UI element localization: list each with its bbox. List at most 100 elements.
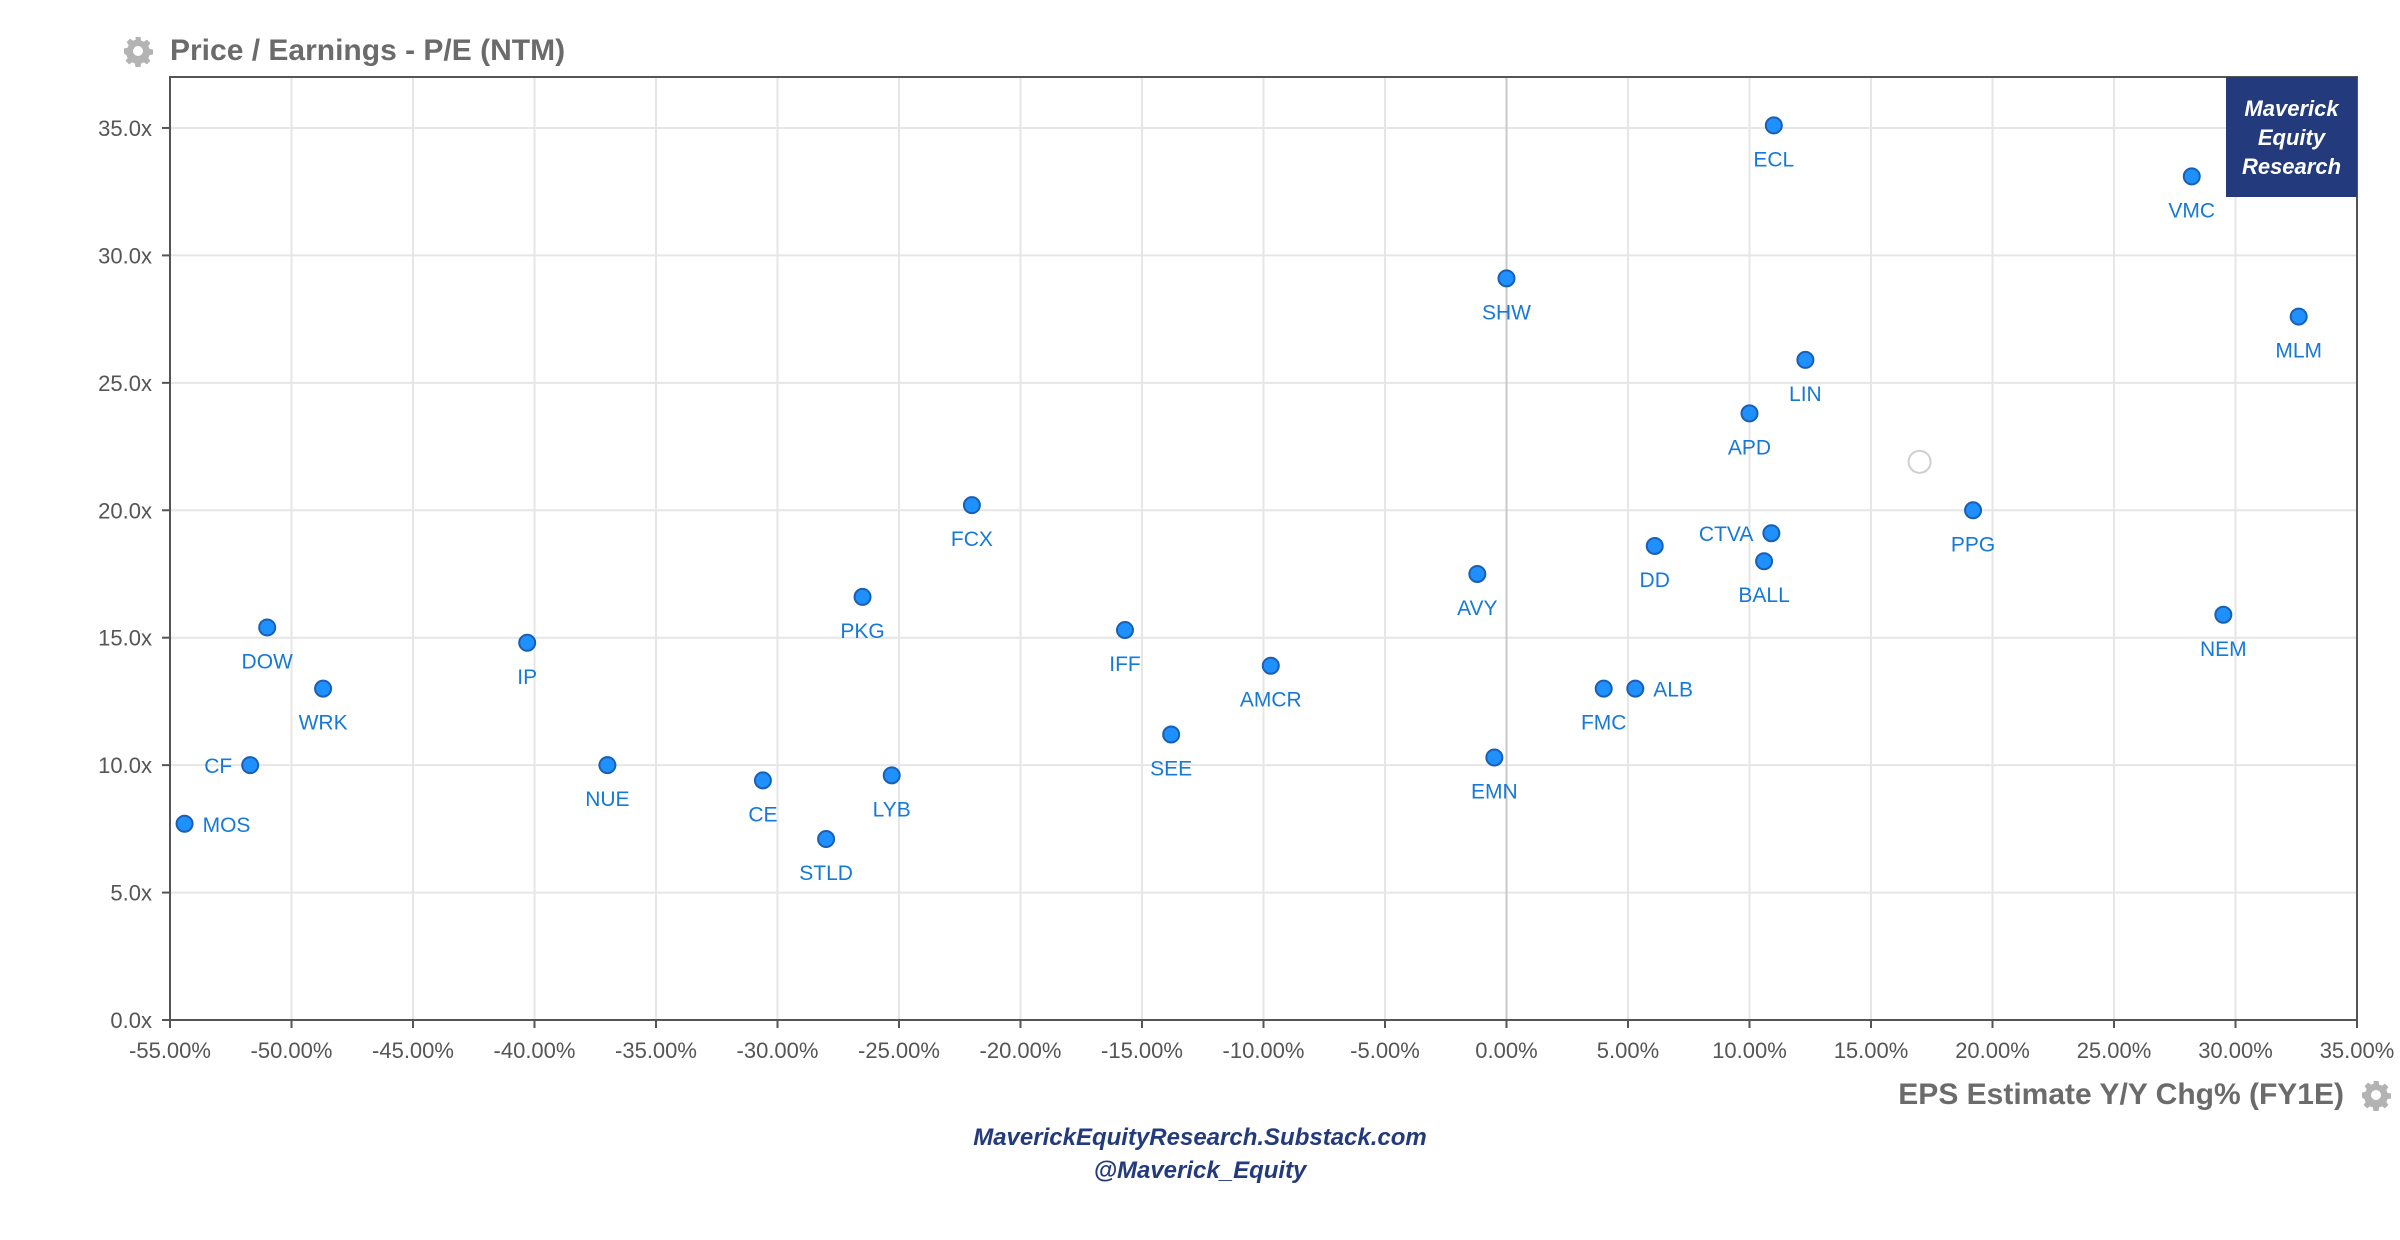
- data-point-alb[interactable]: [1626, 679, 1645, 698]
- data-point-cf[interactable]: [241, 756, 260, 775]
- x-tick-label: 10.00%: [1712, 1038, 1787, 1063]
- y-tick-label: 0.0x: [110, 1008, 152, 1033]
- y-tick-label: 5.0x: [110, 881, 152, 906]
- point-label-cf: CF: [204, 755, 232, 778]
- point-label-ctva: CTVA: [1699, 523, 1753, 546]
- data-point-ecl[interactable]: [1764, 116, 1783, 135]
- x-tick-label: -30.00%: [737, 1038, 819, 1063]
- y-axis-title: Price / Earnings - P/E (NTM): [122, 34, 565, 68]
- data-point-mlm[interactable]: [2289, 307, 2308, 326]
- data-point-vmc[interactable]: [2182, 167, 2201, 186]
- data-point-nem[interactable]: [2214, 605, 2233, 624]
- x-axis-ticks: -55.00% -50.00% -45.00% -40.00% -35.00% -30.0…: [129, 1020, 2394, 1063]
- x-tick-label: 15.00%: [1834, 1038, 1909, 1063]
- point-label-ecl: ECL: [1753, 148, 1794, 171]
- x-tick-label: 0.00%: [1475, 1038, 1537, 1063]
- x-tick-label: -40.00%: [494, 1038, 576, 1063]
- point-label-lin: LIN: [1789, 383, 1822, 406]
- data-point-dow[interactable]: [258, 618, 277, 637]
- hollow-data-point: [1907, 449, 1932, 474]
- point-label-ppg: PPG: [1951, 533, 1995, 556]
- data-point-pkg[interactable]: [853, 587, 872, 606]
- data-point-apd[interactable]: [1740, 404, 1759, 423]
- brand-line: Research: [2241, 153, 2342, 179]
- data-point-shw[interactable]: [1497, 269, 1516, 288]
- x-tick-label: -50.00%: [251, 1038, 333, 1063]
- x-tick-label: -15.00%: [1101, 1038, 1183, 1063]
- point-label-nue: NUE: [585, 788, 629, 811]
- data-point-fcx[interactable]: [962, 496, 981, 515]
- grid-lines: [169, 77, 2358, 1021]
- y-tick-label: 25.0x: [98, 371, 152, 396]
- x-axis-title: EPS Estimate Y/Y Chg% (FY1E): [1898, 1078, 2392, 1112]
- point-label-avy: AVY: [1457, 597, 1497, 620]
- brand-logo-box: Maverick Equity Research: [2226, 77, 2357, 197]
- x-tick-label: -10.00%: [1223, 1038, 1305, 1063]
- x-tick-label: 35.00%: [2320, 1038, 2395, 1063]
- point-label-mlm: MLM: [2275, 340, 2322, 363]
- point-label-dd: DD: [1640, 569, 1670, 592]
- point-label-iff: IFF: [1109, 653, 1141, 676]
- y-axis-ticks: 0.0x 5.0x 10.0x 15.0x 20.0x 25.0x 30.0x 35.0x: [98, 116, 170, 1033]
- point-label-nem: NEM: [2200, 638, 2247, 661]
- x-axis-label: EPS Estimate Y/Y Chg% (FY1E): [1898, 1078, 2344, 1111]
- point-label-apd: APD: [1728, 436, 1771, 459]
- y-tick-label: 10.0x: [98, 753, 152, 778]
- data-point-lin[interactable]: [1796, 350, 1815, 369]
- point-label-dow: DOW: [242, 651, 294, 674]
- data-point-ip[interactable]: [518, 633, 537, 652]
- data-point-nue[interactable]: [598, 756, 617, 775]
- data-point-mos[interactable]: [175, 814, 194, 833]
- data-point-stld[interactable]: [817, 830, 836, 849]
- point-label-fcx: FCX: [951, 528, 993, 551]
- point-label-ce: CE: [748, 803, 777, 826]
- y-axis-label: Price / Earnings - P/E (NTM): [170, 34, 566, 67]
- x-tick-label: -55.00%: [129, 1038, 211, 1063]
- x-tick-label: -20.00%: [980, 1038, 1062, 1063]
- x-tick-label: -5.00%: [1350, 1038, 1420, 1063]
- x-tick-label: -25.00%: [858, 1038, 940, 1063]
- data-point-lyb[interactable]: [882, 766, 901, 785]
- point-label-fmc: FMC: [1581, 712, 1627, 735]
- gear-icon[interactable]: [122, 35, 154, 67]
- y-tick-label: 35.0x: [98, 116, 152, 141]
- gear-icon[interactable]: [2360, 1079, 2392, 1111]
- data-point-fmc[interactable]: [1594, 679, 1613, 698]
- point-label-see: SEE: [1150, 758, 1192, 781]
- x-tick-label: 5.00%: [1597, 1038, 1659, 1063]
- x-tick-label: -45.00%: [372, 1038, 454, 1063]
- point-label-ip: IP: [517, 666, 537, 689]
- data-point-see[interactable]: [1162, 725, 1181, 744]
- point-label-wrk: WRK: [299, 712, 348, 735]
- data-point-wrk[interactable]: [314, 679, 333, 698]
- data-point-amcr[interactable]: [1261, 656, 1280, 675]
- data-point-ppg[interactable]: [1964, 501, 1983, 520]
- point-label-amcr: AMCR: [1240, 689, 1302, 712]
- data-point-iff[interactable]: [1115, 621, 1134, 640]
- x-tick-label: 25.00%: [2077, 1038, 2152, 1063]
- point-label-shw: SHW: [1482, 301, 1531, 324]
- brand-line: Maverick: [2244, 95, 2339, 121]
- brand-line: Equity: [2257, 124, 2326, 150]
- x-tick-label: 30.00%: [2198, 1038, 2273, 1063]
- y-tick-label: 15.0x: [98, 626, 152, 651]
- point-label-alb: ALB: [1653, 679, 1693, 702]
- x-tick-label: -35.00%: [615, 1038, 697, 1063]
- data-point-dd[interactable]: [1645, 536, 1664, 555]
- point-label-pkg: PKG: [840, 620, 884, 643]
- data-point-avy[interactable]: [1468, 564, 1487, 583]
- data-point-ctva[interactable]: [1762, 524, 1781, 543]
- footer-site[interactable]: MaverickEquityResearch.Substack.com: [973, 1124, 1427, 1151]
- data-point-ball[interactable]: [1755, 552, 1774, 571]
- data-point-ce[interactable]: [753, 771, 772, 790]
- point-label-stld: STLD: [799, 862, 853, 885]
- data-point-emn[interactable]: [1485, 748, 1504, 767]
- point-label-ball: BALL: [1738, 584, 1789, 607]
- data-point-labels: ECL VMC SHW MLM LIN APD FCX PPG CTVA DD BALL AVY PKG…: [203, 148, 2322, 885]
- data-points: [175, 116, 2308, 849]
- point-label-mos: MOS: [203, 814, 251, 837]
- point-label-vmc: VMC: [2168, 199, 2215, 222]
- footer-handle[interactable]: @Maverick_Equity: [1093, 1157, 1307, 1184]
- point-label-lyb: LYB: [873, 798, 911, 821]
- point-label-emn: EMN: [1471, 780, 1518, 803]
